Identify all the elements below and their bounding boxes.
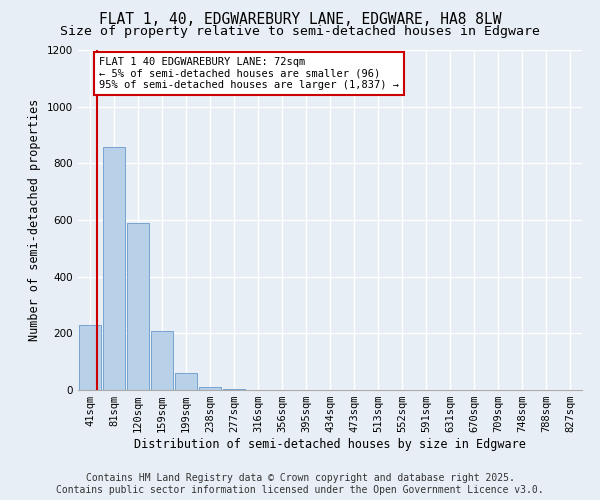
Y-axis label: Number of semi-detached properties: Number of semi-detached properties [28,99,41,341]
Bar [79,325,101,390]
Bar [175,373,197,390]
Bar [127,223,149,390]
X-axis label: Distribution of semi-detached houses by size in Edgware: Distribution of semi-detached houses by … [134,438,526,451]
Bar [103,147,125,390]
Text: FLAT 1, 40, EDGWAREBURY LANE, EDGWARE, HA8 8LW: FLAT 1, 40, EDGWAREBURY LANE, EDGWARE, H… [99,12,501,28]
Text: Size of property relative to semi-detached houses in Edgware: Size of property relative to semi-detach… [60,25,540,38]
Bar [151,330,173,390]
Bar [199,387,221,390]
Text: Contains HM Land Registry data © Crown copyright and database right 2025.
Contai: Contains HM Land Registry data © Crown c… [56,474,544,495]
Text: FLAT 1 40 EDGWAREBURY LANE: 72sqm
← 5% of semi-detached houses are smaller (96)
: FLAT 1 40 EDGWAREBURY LANE: 72sqm ← 5% o… [99,57,399,90]
